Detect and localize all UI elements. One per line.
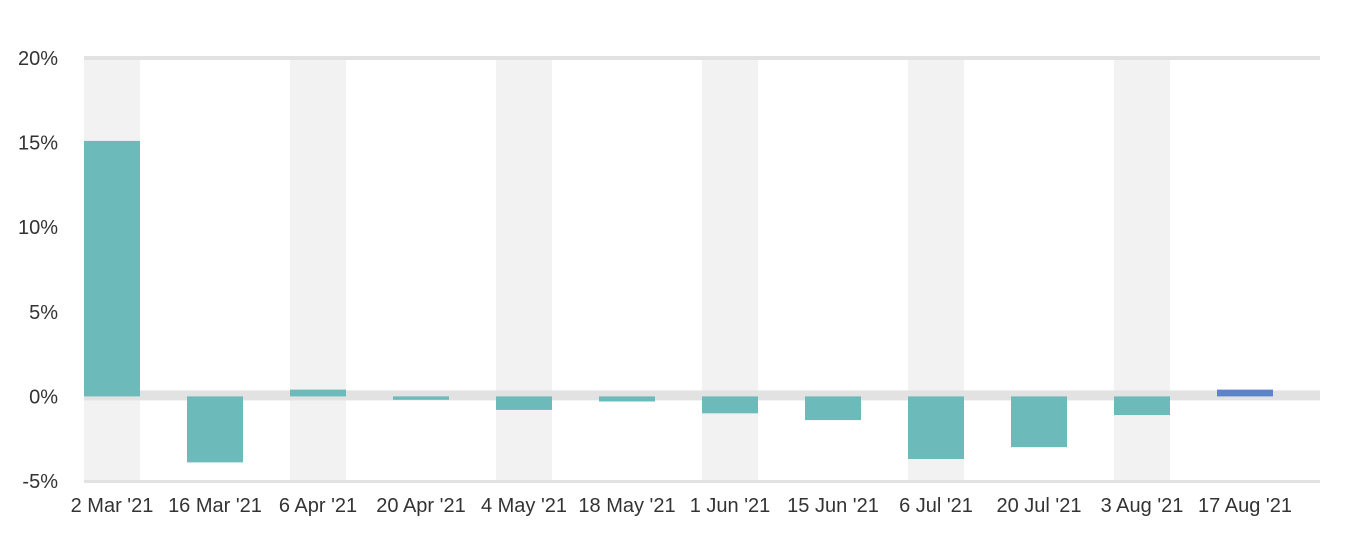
y-tick-label: 10% [18,217,58,239]
y-tick-label: -5% [22,471,58,493]
column-band [290,58,346,481]
x-tick-label: 15 Jun '21 [787,495,879,517]
x-tick-label: 2 Mar '21 [71,495,154,517]
bar-2 [290,389,346,397]
x-tick-label: 18 May '21 [578,495,675,517]
bar-8 [908,396,964,460]
x-tick-label: 20 Apr '21 [376,495,465,517]
bar-7 [805,396,861,421]
y-tick-label: 15% [18,133,58,155]
x-tick-label: 16 Mar '21 [168,495,262,517]
y-tick-label: 5% [29,302,58,324]
bar-4 [496,396,552,410]
x-tick-label: 6 Jul '21 [899,495,973,517]
bars [84,140,1273,463]
x-tick-label: 4 May '21 [481,495,567,517]
boundary-lines [84,56,1320,483]
zero-line [84,390,1320,401]
x-tick-label: 20 Jul '21 [997,495,1082,517]
x-tick-label: 17 Aug '21 [1198,495,1292,517]
column-band [1114,58,1170,481]
y-tick-label: 0% [29,386,58,408]
x-axis-ticks: 2 Mar '21 16 Mar '21 6 Apr '21 20 Apr '21 4 … [71,495,1292,517]
x-tick-label: 6 Apr '21 [279,495,357,517]
bar-10 [1114,396,1170,416]
column-bands [84,58,1170,481]
bar-6 [702,396,758,414]
x-tick-label: 3 Aug '21 [1101,495,1184,517]
y-tick-label: 20% [18,48,58,70]
bar-1 [187,396,243,463]
x-tick-label: 1 Jun '21 [690,495,771,517]
bar-0 [84,140,140,397]
bar-11 [1217,389,1273,397]
bar-3 [393,396,449,400]
bar-9 [1011,396,1067,448]
y-axis-ticks: 20% 15% 10% 5% 0% -5% [18,48,58,493]
top-boundary-line [84,56,1320,60]
column-band [702,58,758,481]
bar-5 [599,396,655,402]
bottom-boundary-line [84,480,1320,483]
column-band [496,58,552,481]
